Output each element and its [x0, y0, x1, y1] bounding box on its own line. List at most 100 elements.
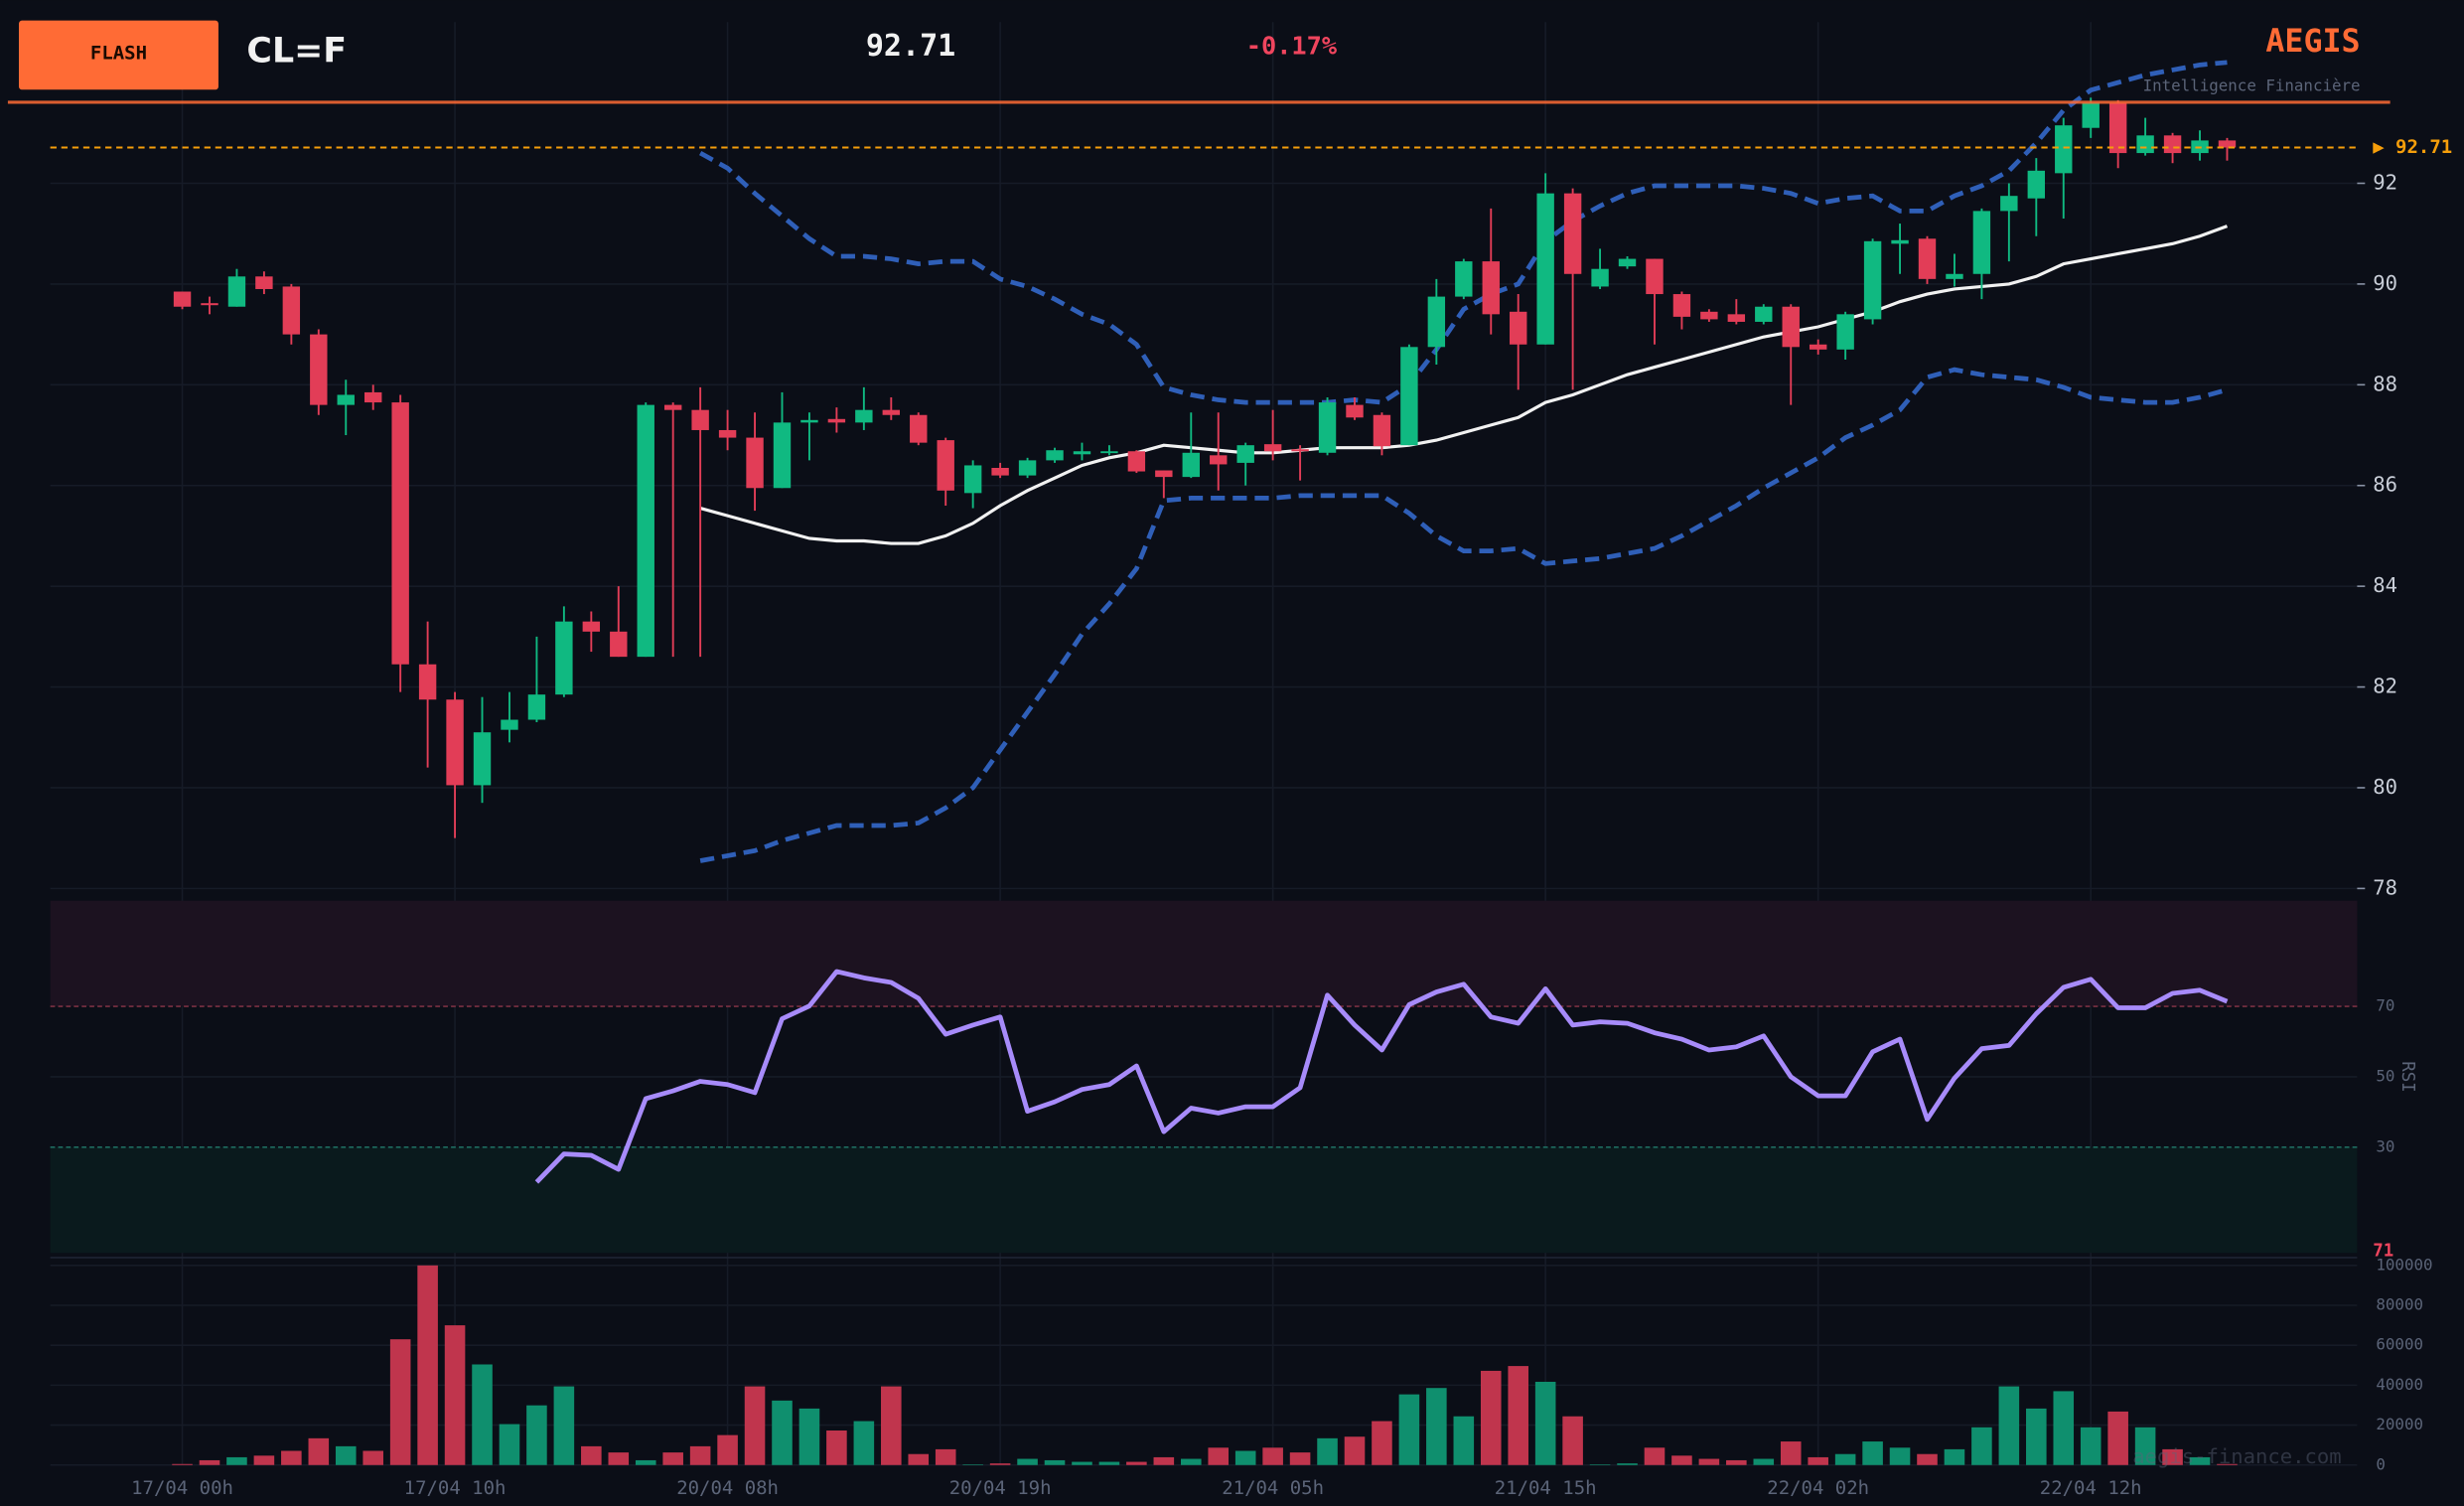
volume-bar — [1671, 1455, 1692, 1465]
candle-body — [1972, 211, 1991, 274]
volume-bar — [2162, 1448, 2183, 1465]
volume-bar — [1072, 1461, 1092, 1465]
candle-body — [1782, 306, 1800, 348]
candle-body — [555, 621, 573, 695]
volume-bar — [881, 1386, 902, 1465]
volume-bar — [1998, 1386, 2020, 1465]
candle-body — [1891, 239, 1909, 244]
volume-bar — [1780, 1441, 1802, 1465]
candle-body — [337, 394, 355, 405]
volume-bar — [1480, 1370, 1502, 1465]
candle-body — [1427, 296, 1446, 348]
candle-body — [637, 404, 654, 658]
volume-bar — [1644, 1447, 1666, 1465]
y-tick-label: 80 — [2373, 775, 2397, 799]
x-tick-label: 20/04 08h — [676, 1477, 779, 1499]
candle-body — [1455, 261, 1473, 297]
y-tick-label: 50 — [2376, 1066, 2394, 1085]
candle-body — [1182, 452, 1200, 478]
y-tick-label: 20000 — [2376, 1415, 2423, 1433]
candle-body — [691, 409, 709, 430]
volume-bar — [1262, 1447, 1283, 1465]
candle-body — [1646, 258, 1664, 295]
volume-bar — [989, 1463, 1011, 1465]
candle-body — [1755, 306, 1773, 322]
candle-body — [963, 465, 982, 494]
flash-label[interactable]: FLASH — [90, 42, 147, 64]
candle-body — [1618, 258, 1637, 267]
candle-body — [1073, 451, 1091, 455]
candle-body — [391, 402, 409, 665]
volume-bar — [1208, 1447, 1230, 1465]
candle-body — [473, 732, 492, 786]
oversold-zone — [50, 1146, 2358, 1254]
volume-bar — [417, 1265, 438, 1465]
candle-body — [1836, 314, 1854, 350]
y-tick-label: 82 — [2373, 675, 2397, 698]
candle-body — [610, 631, 628, 658]
volume-bar — [1726, 1459, 1747, 1465]
candle-body — [446, 699, 464, 786]
volume-bar — [744, 1386, 766, 1465]
volume-bar — [1317, 1437, 1338, 1465]
y-tick-label: 80000 — [2376, 1295, 2423, 1314]
candle-body — [2055, 125, 2073, 174]
sma-line — [699, 225, 2229, 545]
candle-body — [201, 303, 218, 306]
volume-bar — [1372, 1421, 1392, 1465]
volume-bar — [1398, 1394, 1420, 1465]
plot-area: 17/04 00h 17/04 10h 20/04 08h 20/04 19h 21/0… — [50, 22, 2452, 1499]
volume-bar — [172, 1463, 193, 1465]
change: -0.17% — [1246, 32, 1338, 61]
volume-bar — [908, 1453, 930, 1465]
tagline: Intelligence Financière — [2143, 76, 2361, 95]
candle-body — [1236, 445, 1254, 463]
candle-body — [910, 414, 928, 443]
y-tick-label: 88 — [2373, 372, 2397, 395]
volume-bar — [1889, 1447, 1911, 1465]
candle-body — [255, 276, 273, 289]
volume-bar — [798, 1408, 820, 1465]
x-tick-label: 20/04 19h — [949, 1477, 1052, 1499]
volume-bar — [281, 1450, 302, 1465]
volume-bar — [1126, 1461, 1147, 1465]
volume-bar — [2026, 1408, 2047, 1465]
volume-bar — [1589, 1464, 1611, 1465]
last-price-label: ▶ 92.71 — [2373, 136, 2452, 158]
candle-body — [310, 334, 328, 405]
candle-body — [2027, 170, 2046, 199]
candle-body — [1346, 404, 1364, 418]
candle-body — [746, 437, 764, 489]
y-tick-label: 40000 — [2376, 1375, 2423, 1394]
candle-body — [1563, 193, 1582, 274]
candle-body — [1863, 240, 1882, 320]
candle-body — [2163, 135, 2182, 154]
volume-bar — [2107, 1411, 2128, 1465]
candle-body — [1210, 455, 1228, 465]
candle-body — [1809, 344, 1827, 350]
candle-body — [364, 391, 382, 403]
volume-bar — [608, 1452, 630, 1465]
volume-bar — [662, 1452, 683, 1465]
candle-body — [1100, 451, 1118, 454]
candle-body — [1727, 314, 1746, 322]
y-tick-label: 90 — [2373, 271, 2397, 295]
volume-bar — [1534, 1381, 1556, 1465]
flash-button[interactable] — [18, 20, 218, 90]
volume-bar — [772, 1400, 793, 1465]
volume-bar — [389, 1339, 411, 1465]
volume-bar — [1044, 1459, 1066, 1465]
candle-body — [1700, 311, 1718, 320]
candle-body — [501, 719, 518, 730]
brand: AEGIS — [2265, 24, 2360, 60]
candle-body — [173, 291, 192, 307]
candle-body — [1918, 238, 1937, 279]
volume-bar — [1698, 1458, 1720, 1465]
volume-bar — [2217, 1463, 2238, 1465]
upper-band — [698, 60, 2228, 405]
volume-bar — [635, 1459, 656, 1465]
volume-bar — [1234, 1450, 1256, 1465]
volume-bar — [826, 1431, 847, 1465]
